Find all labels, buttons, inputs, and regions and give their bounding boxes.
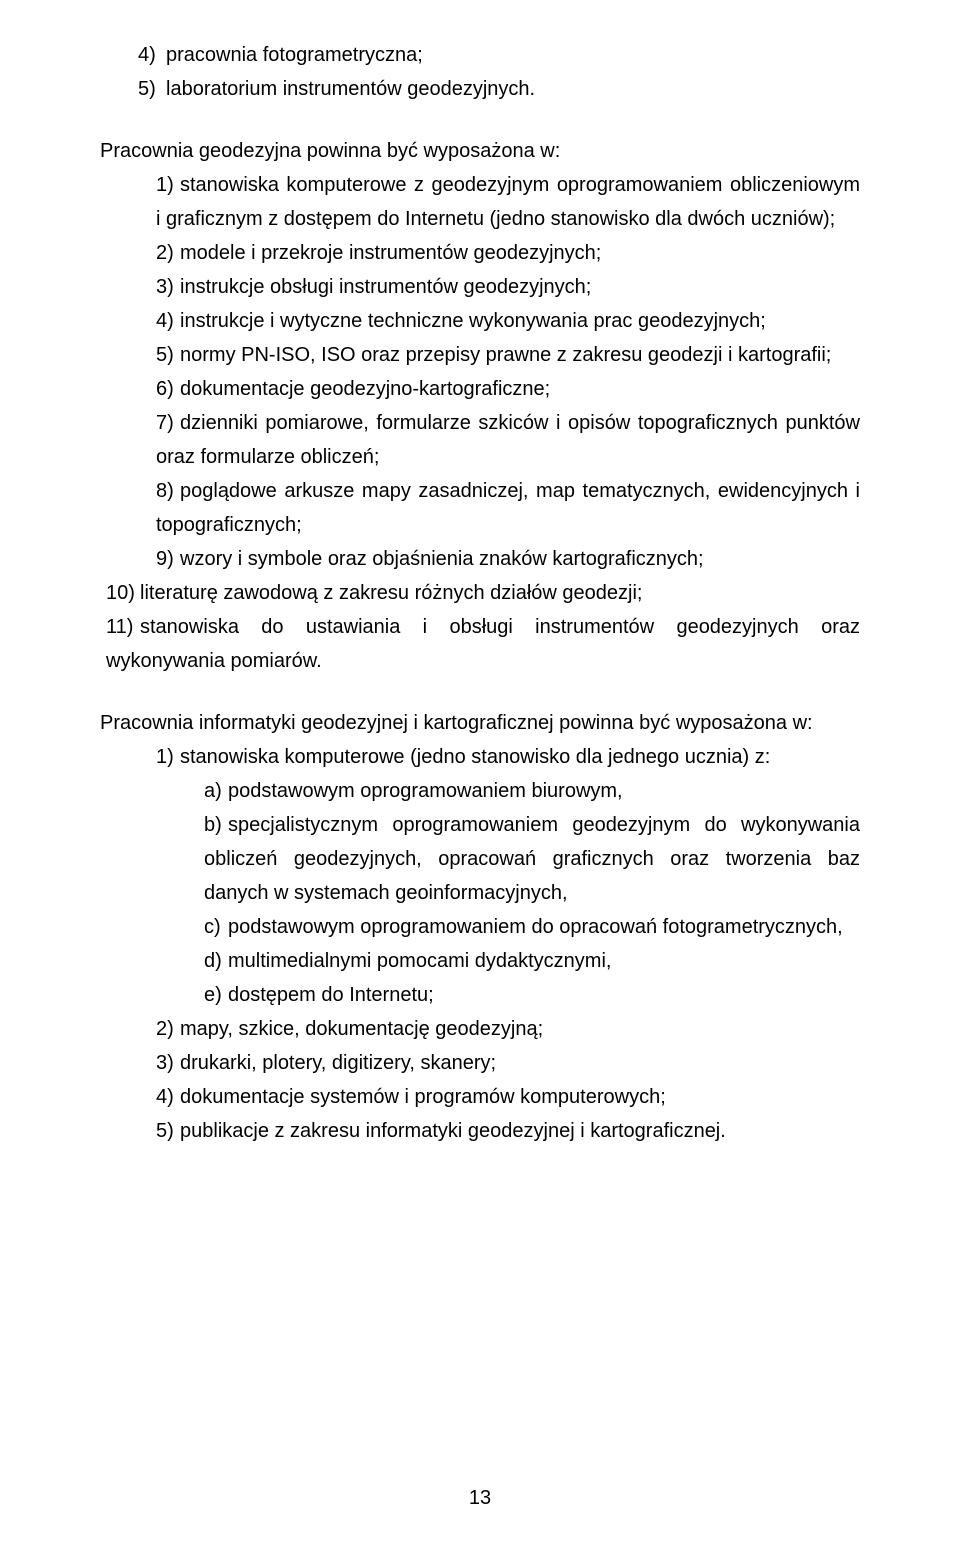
item-number: 3)	[156, 270, 180, 304]
document-page: 4)pracownia fotogrametryczna; 5)laborato…	[0, 0, 960, 1543]
item-number: d)	[204, 944, 228, 978]
item-text: stanowiska komputerowe z geodezyjnym opr…	[156, 174, 860, 230]
item-text: instrukcje i wytyczne techniczne wykonyw…	[180, 310, 766, 332]
item-number: 1)	[156, 740, 180, 774]
list-item: 3)instrukcje obsługi instrumentów geodez…	[148, 270, 860, 304]
list-item: 5)laboratorium instrumentów geodezyjnych…	[130, 72, 860, 106]
section2-sublist: a)podstawowym oprogramowaniem biurowym, …	[156, 774, 860, 1012]
item-text: wzory i symbole oraz objaśnienia znaków …	[180, 548, 704, 570]
item-number: 9)	[156, 542, 180, 576]
list-item: 6)dokumentacje geodezyjno-kartograficzne…	[148, 372, 860, 406]
item-text: publikacje z zakresu informatyki geodezy…	[180, 1120, 726, 1142]
list-item: e)dostępem do Internetu;	[196, 978, 860, 1012]
item-number: 4)	[156, 1080, 180, 1114]
list-item: c)podstawowym oprogramowaniem do opracow…	[196, 910, 860, 944]
list-item: d)multimedialnymi pomocami dydaktycznymi…	[196, 944, 860, 978]
list-item: 10)literaturę zawodową z zakresu różnych…	[106, 576, 860, 610]
item-text: drukarki, plotery, digitizery, skanery;	[180, 1052, 496, 1074]
item-text: multimedialnymi pomocami dydaktycznymi,	[228, 950, 611, 972]
list-item: 1)stanowiska komputerowe (jedno stanowis…	[148, 740, 860, 1012]
item-text: normy PN-ISO, ISO oraz przepisy prawne z…	[180, 344, 831, 366]
item-number: 1)	[156, 168, 180, 202]
list-item: 5)normy PN-ISO, ISO oraz przepisy prawne…	[148, 338, 860, 372]
item-number: 2)	[156, 236, 180, 270]
list-item: 5)publikacje z zakresu informatyki geode…	[148, 1114, 860, 1148]
item-text: stanowiska komputerowe (jedno stanowisko…	[180, 746, 770, 768]
list-item: 8)poglądowe arkusze mapy zasadniczej, ma…	[148, 474, 860, 542]
item-text: podstawowym oprogramowaniem biurowym,	[228, 780, 623, 802]
item-text: literaturę zawodową z zakresu różnych dz…	[140, 582, 642, 604]
item-text: instrukcje obsługi instrumentów geodezyj…	[180, 276, 591, 298]
spacer	[100, 678, 860, 706]
item-text: dokumentacje systemów i programów komput…	[180, 1086, 666, 1108]
item-number: 6)	[156, 372, 180, 406]
item-number: 3)	[156, 1046, 180, 1080]
item-text: dzienniki pomiarowe, formularze szkiców …	[156, 412, 860, 468]
list-item: 4)instrukcje i wytyczne techniczne wykon…	[148, 304, 860, 338]
item-text: poglądowe arkusze mapy zasadniczej, map …	[156, 480, 860, 536]
item-number: 8)	[156, 474, 180, 508]
list-item: 11)stanowiska do ustawiania i obsługi in…	[106, 610, 860, 678]
list-item: 1)stanowiska komputerowe z geodezyjnym o…	[148, 168, 860, 236]
item-text: pracownia fotogrametryczna;	[166, 44, 423, 66]
item-number: 5)	[156, 338, 180, 372]
item-text: dokumentacje geodezyjno-kartograficzne;	[180, 378, 550, 400]
list-item: 9)wzory i symbole oraz objaśnienia znakó…	[148, 542, 860, 576]
top-list: 4)pracownia fotogrametryczna; 5)laborato…	[100, 38, 860, 106]
list-item: 4)pracownia fotogrametryczna;	[130, 38, 860, 72]
item-text: stanowiska do ustawiania i obsługi instr…	[106, 616, 860, 672]
item-text: dostępem do Internetu;	[228, 984, 434, 1006]
section2-list: 1)stanowiska komputerowe (jedno stanowis…	[100, 740, 860, 1148]
section1-list: 1)stanowiska komputerowe z geodezyjnym o…	[100, 168, 860, 576]
list-item: a)podstawowym oprogramowaniem biurowym,	[196, 774, 860, 808]
item-number: 4)	[138, 38, 166, 72]
page-number: 13	[0, 1481, 960, 1515]
list-item: b)specjalistycznym oprogramowaniem geode…	[196, 808, 860, 910]
item-number: b)	[204, 808, 228, 842]
item-number: 4)	[156, 304, 180, 338]
section1-intro: Pracownia geodezyjna powinna być wyposaż…	[100, 134, 860, 168]
list-item: 3)drukarki, plotery, digitizery, skanery…	[148, 1046, 860, 1080]
item-number: a)	[204, 774, 228, 808]
item-text: podstawowym oprogramowaniem do opracowań…	[228, 916, 843, 938]
item-number: e)	[204, 978, 228, 1012]
item-number: 5)	[138, 72, 166, 106]
section2-intro: Pracownia informatyki geodezyjnej i kart…	[100, 706, 860, 740]
item-number: 2)	[156, 1012, 180, 1046]
item-text: specjalistycznym oprogramowaniem geodezy…	[204, 814, 860, 904]
list-item: 7)dzienniki pomiarowe, formularze szkicó…	[148, 406, 860, 474]
item-text: laboratorium instrumentów geodezyjnych.	[166, 78, 535, 100]
section1-list-wide: 10)literaturę zawodową z zakresu różnych…	[100, 576, 860, 678]
item-number: 5)	[156, 1114, 180, 1148]
item-number: 10)	[106, 576, 140, 610]
item-text: mapy, szkice, dokumentację geodezyjną;	[180, 1018, 543, 1040]
list-item: 2)mapy, szkice, dokumentację geodezyjną;	[148, 1012, 860, 1046]
item-text: modele i przekroje instrumentów geodezyj…	[180, 242, 601, 264]
item-number: c)	[204, 910, 228, 944]
item-number: 11)	[106, 610, 140, 644]
list-item: 4)dokumentacje systemów i programów komp…	[148, 1080, 860, 1114]
list-item: 2)modele i przekroje instrumentów geodez…	[148, 236, 860, 270]
item-number: 7)	[156, 406, 180, 440]
